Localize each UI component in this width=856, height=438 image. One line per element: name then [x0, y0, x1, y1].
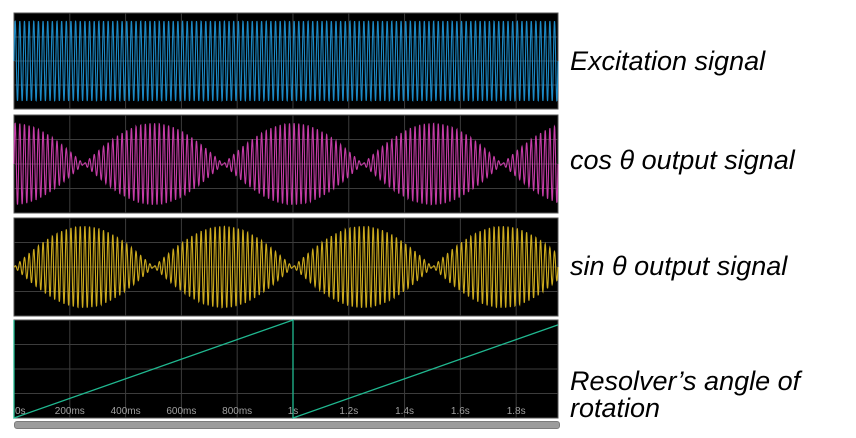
- panel-angle: 0s 200ms 400ms 600ms 800ms 1s 1.2s 1.4s 1.6s 1.8s: [13, 319, 559, 419]
- cos-output-signal-label: cos θ output signal: [570, 145, 795, 175]
- panel-cos: [13, 114, 559, 214]
- x-tick-label: 1.6s: [451, 406, 470, 417]
- sin-output-signal-label: sin θ output signal: [570, 251, 788, 281]
- cos-trace: [13, 122, 559, 206]
- panel-excitation: [13, 12, 559, 110]
- x-tick-label: 800ms: [222, 406, 252, 417]
- excitation-trace: [13, 20, 559, 102]
- sin-trace: [13, 225, 559, 309]
- x-tick-label: 1.8s: [507, 406, 526, 417]
- excitation-signal-label: Excitation signal: [570, 46, 766, 76]
- x-tick-label: 1s: [288, 406, 299, 417]
- angle-trace: [13, 319, 559, 419]
- resolver-angle-label-line1: Resolver’s angle of: [570, 366, 801, 396]
- panel-sin: [13, 217, 559, 317]
- x-tick-label: 1.2s: [339, 406, 358, 417]
- time-scrollbar[interactable]: [14, 421, 560, 429]
- x-tick-label: 200ms: [55, 406, 85, 417]
- x-tick-label: 0s: [15, 406, 26, 417]
- x-tick-label: 400ms: [111, 406, 141, 417]
- x-tick-label: 600ms: [166, 406, 196, 417]
- x-tick-label: 1.4s: [395, 406, 414, 417]
- resolver-angle-label-line2: rotation: [570, 393, 661, 423]
